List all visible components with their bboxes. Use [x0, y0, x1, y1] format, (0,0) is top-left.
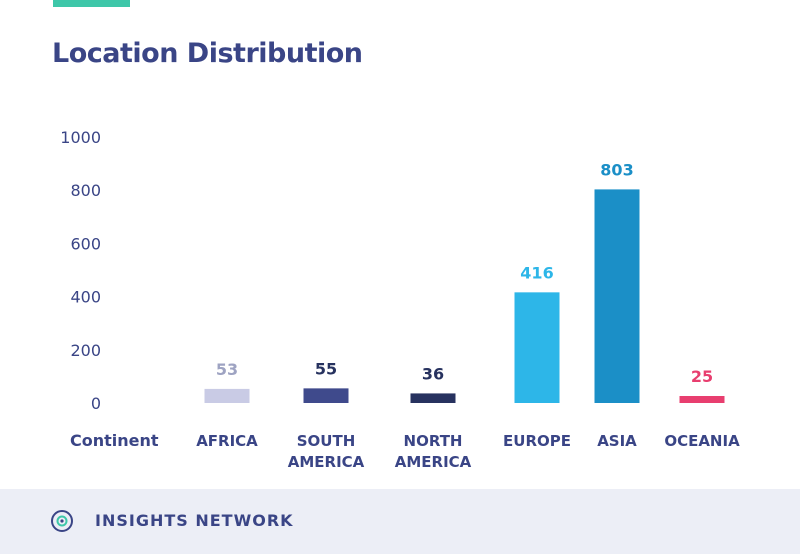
bar	[204, 388, 250, 403]
y-tick-label: 600	[70, 234, 101, 253]
x-tick-label: AFRICA	[196, 432, 258, 450]
accent-bar	[53, 0, 130, 7]
bar	[679, 396, 725, 403]
page-title: Location Distribution	[52, 38, 363, 69]
data-label: 53	[216, 360, 238, 379]
x-tick-label: SOUTH AMERICA	[288, 432, 365, 471]
bar	[410, 393, 456, 403]
x-tick-label: NORTH AMERICA	[395, 432, 472, 471]
data-label: 55	[315, 359, 337, 378]
bar	[594, 189, 640, 403]
bar-chart: 0 200 400 600 800 1000 Continent 53 AFRICA 55 SOUT…	[60, 128, 740, 471]
y-tick-label: 200	[70, 341, 101, 360]
bar	[514, 292, 560, 403]
footer-brand: INSIGHTS NETWORK	[95, 511, 294, 530]
data-label: 416	[520, 263, 553, 282]
y-tick-label: 0	[91, 394, 101, 413]
bar	[303, 388, 349, 403]
insights-network-logo-icon	[51, 510, 73, 532]
x-axis-label: Continent	[70, 431, 159, 450]
x-tick-label: OCEANIA	[664, 432, 740, 450]
footer: INSIGHTS NETWORK	[0, 489, 800, 554]
y-tick-label: 400	[70, 288, 101, 307]
data-label: 25	[691, 367, 713, 386]
y-tick-label: 800	[70, 181, 101, 200]
y-tick-label: 1000	[60, 128, 101, 147]
x-tick-label: EUROPE	[503, 432, 571, 450]
data-label: 803	[600, 160, 633, 179]
x-tick-label: ASIA	[597, 432, 637, 450]
data-label: 36	[422, 364, 444, 383]
